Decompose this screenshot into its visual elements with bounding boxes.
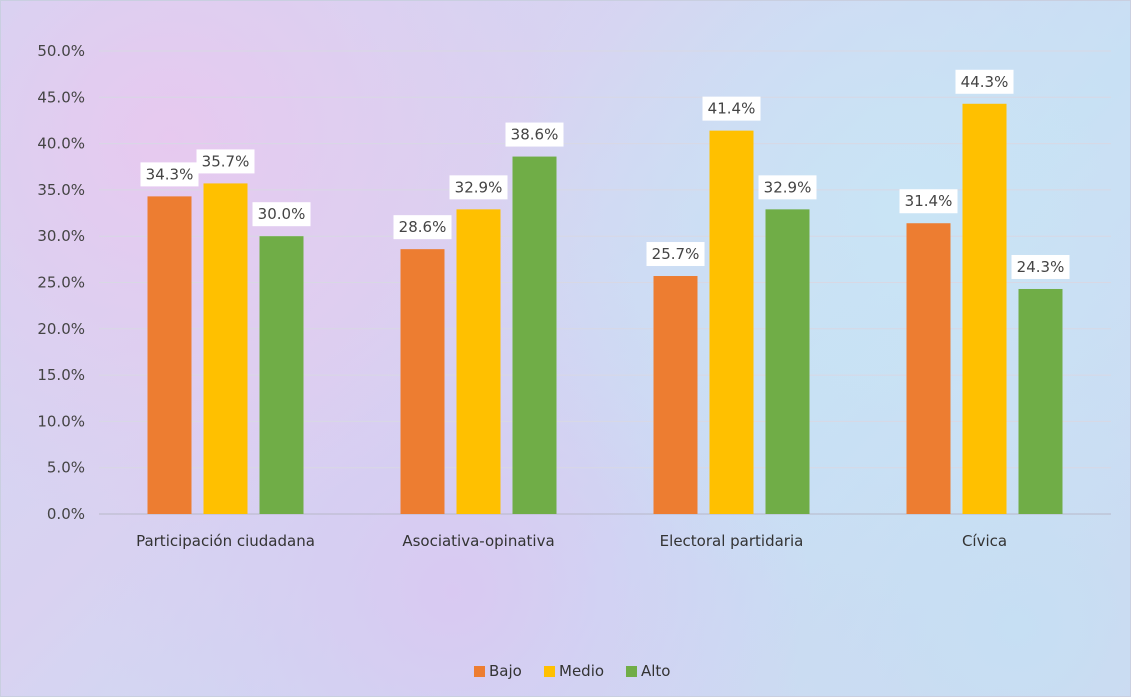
data-label-bajo-electoral-partidaria: 25.7% <box>646 242 705 267</box>
data-label-text: 30.0% <box>258 205 306 223</box>
y-tick-label: 45.0% <box>37 88 85 106</box>
data-label-text: 34.3% <box>146 165 194 183</box>
data-label-text: 25.7% <box>652 245 700 263</box>
bar-bajo-electoral-partidaria <box>653 276 698 514</box>
data-label-bajo-asociativa-opinativa: 28.6% <box>393 215 452 240</box>
data-label-box <box>646 242 705 267</box>
data-label-alto-civica: 24.3% <box>1011 254 1070 279</box>
y-axis-ticks: 0.0% 5.0% 10.0% 15.0% 20.0% 25.0% 30.0% 35.0% 40… <box>37 42 85 523</box>
legend-swatch <box>626 666 637 677</box>
legend-label: Bajo <box>489 662 522 680</box>
data-label-box <box>252 202 311 227</box>
data-label-box <box>505 122 564 147</box>
legend-item-medio: Medio <box>544 662 604 680</box>
bar-medio-electoral-partidaria <box>709 130 754 515</box>
data-label-text: 41.4% <box>708 100 756 118</box>
category-label-participacion-ciudadana: Participación ciudadana <box>136 532 315 550</box>
data-label-text: 44.3% <box>961 73 1009 91</box>
bar-alto-electoral-partidaria <box>765 209 810 514</box>
category-label-asociativa-opinativa: Asociativa-opinativa <box>402 532 554 550</box>
data-label-box <box>140 162 199 187</box>
data-label-text: 24.3% <box>1017 258 1065 276</box>
data-label-text: 38.6% <box>511 126 559 144</box>
data-label-alto-electoral-partidaria: 32.9% <box>758 175 817 200</box>
y-tick-label: 50.0% <box>37 42 85 60</box>
legend-swatch <box>474 666 485 677</box>
data-label-medio-participacion-ciudadana: 35.7% <box>196 149 255 174</box>
bar-medio-civica <box>962 103 1007 515</box>
data-label-text: 31.4% <box>905 192 953 210</box>
bar-medio-asociativa-opinativa <box>456 209 501 514</box>
data-label-text: 32.9% <box>455 178 503 196</box>
data-label-text: 32.9% <box>764 178 812 196</box>
y-tick-label: 15.0% <box>37 366 85 384</box>
data-label-text: 35.7% <box>202 152 250 170</box>
y-tick-label: 30.0% <box>37 227 85 245</box>
data-labels: 34.3% 35.7% 30.0% 28.6% 32.9% 38.6% 25.7% 41.4%… <box>140 69 1070 279</box>
y-tick-label: 10.0% <box>37 412 85 430</box>
x-axis-categories: Participación ciudadana Asociativa-opinat… <box>136 532 1007 550</box>
data-label-bajo-participacion-ciudadana: 34.3% <box>140 162 199 187</box>
category-label-electoral-partidaria: Electoral partidaria <box>660 532 804 550</box>
data-label-box <box>702 96 761 121</box>
legend-label: Alto <box>641 662 671 680</box>
data-label-box <box>899 189 958 214</box>
legend-item-bajo: Bajo <box>474 662 522 680</box>
data-label-box <box>1011 254 1070 279</box>
legend-swatch <box>544 666 555 677</box>
y-tick-label: 5.0% <box>47 459 85 477</box>
bar-medio-participacion-ciudadana <box>203 183 248 514</box>
data-label-box <box>196 149 255 174</box>
legend: Bajo Medio Alto <box>474 662 671 680</box>
data-label-medio-electoral-partidaria: 41.4% <box>702 96 761 121</box>
data-label-bajo-civica: 31.4% <box>899 189 958 214</box>
bar-bajo-participacion-ciudadana <box>147 196 192 514</box>
bar-alto-participacion-ciudadana <box>259 236 304 514</box>
bar-bajo-asociativa-opinativa <box>400 249 445 514</box>
data-label-alto-asociativa-opinativa: 38.6% <box>505 122 564 147</box>
y-tick-label: 35.0% <box>37 181 85 199</box>
legend-label: Medio <box>559 662 604 680</box>
data-label-medio-asociativa-opinativa: 32.9% <box>449 175 508 200</box>
y-tick-label: 20.0% <box>37 320 85 338</box>
y-tick-label: 40.0% <box>37 135 85 153</box>
data-label-text: 28.6% <box>399 218 447 236</box>
data-label-alto-participacion-ciudadana: 30.0% <box>252 202 311 227</box>
bars <box>147 103 1063 515</box>
legend-item-alto: Alto <box>626 662 671 680</box>
data-label-box <box>758 175 817 200</box>
data-label-box <box>449 175 508 200</box>
gridlines <box>99 50 1111 515</box>
category-label-civica: Cívica <box>962 532 1007 550</box>
bar-bajo-civica <box>906 223 951 514</box>
y-tick-label: 25.0% <box>37 274 85 292</box>
bar-alto-asociativa-opinativa <box>512 156 557 514</box>
bar-alto-civica <box>1018 288 1063 514</box>
y-tick-label: 0.0% <box>47 505 85 523</box>
data-label-medio-civica: 44.3% <box>955 69 1014 94</box>
data-label-box <box>955 69 1014 94</box>
data-label-box <box>393 215 452 240</box>
